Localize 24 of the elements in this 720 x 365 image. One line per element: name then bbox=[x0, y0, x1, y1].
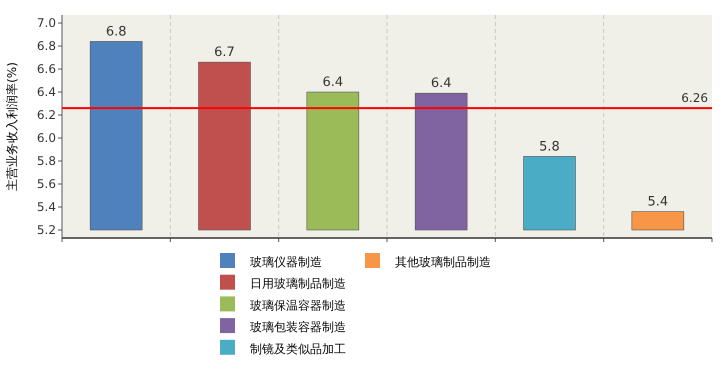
y-tick-label: 6.0 bbox=[36, 131, 56, 146]
data-label: 6.4 bbox=[322, 75, 344, 90]
y-tick-label: 5.2 bbox=[36, 223, 56, 237]
legend-label: 其他玻璃制品制造 bbox=[395, 255, 491, 269]
y-tick-label: 5.4 bbox=[36, 200, 56, 214]
y-tick-label: 5.8 bbox=[36, 154, 56, 168]
ref-line-label: 6.26 bbox=[681, 91, 708, 106]
legend-label: 玻璃保温容器制造 bbox=[250, 298, 346, 312]
y-tick-label: 6.2 bbox=[36, 108, 56, 122]
y-tick-label: 6.8 bbox=[36, 39, 56, 54]
legend-label: 日用玻璃制品制造 bbox=[250, 276, 346, 291]
y-tick-label: 6.4 bbox=[36, 85, 56, 100]
legend-label: 玻璃包装容器制造 bbox=[250, 320, 346, 334]
legend-label: 玻璃仪器制造 bbox=[250, 255, 322, 269]
data-label: 6.8 bbox=[106, 24, 127, 40]
y-axis-title: 主营业务收入利润率(%) bbox=[5, 62, 19, 191]
legend-label: 制镜及类似品加工 bbox=[250, 342, 346, 356]
data-label: 6.7 bbox=[214, 45, 235, 60]
data-label: 6.4 bbox=[430, 76, 452, 92]
y-tick-label: 6.6 bbox=[36, 62, 56, 76]
data-label: 5.4 bbox=[647, 194, 668, 210]
y-tick-label: 5.6 bbox=[36, 177, 56, 192]
y-tick-label: 7.0 bbox=[36, 16, 56, 30]
data-label: 5.8 bbox=[539, 139, 560, 154]
